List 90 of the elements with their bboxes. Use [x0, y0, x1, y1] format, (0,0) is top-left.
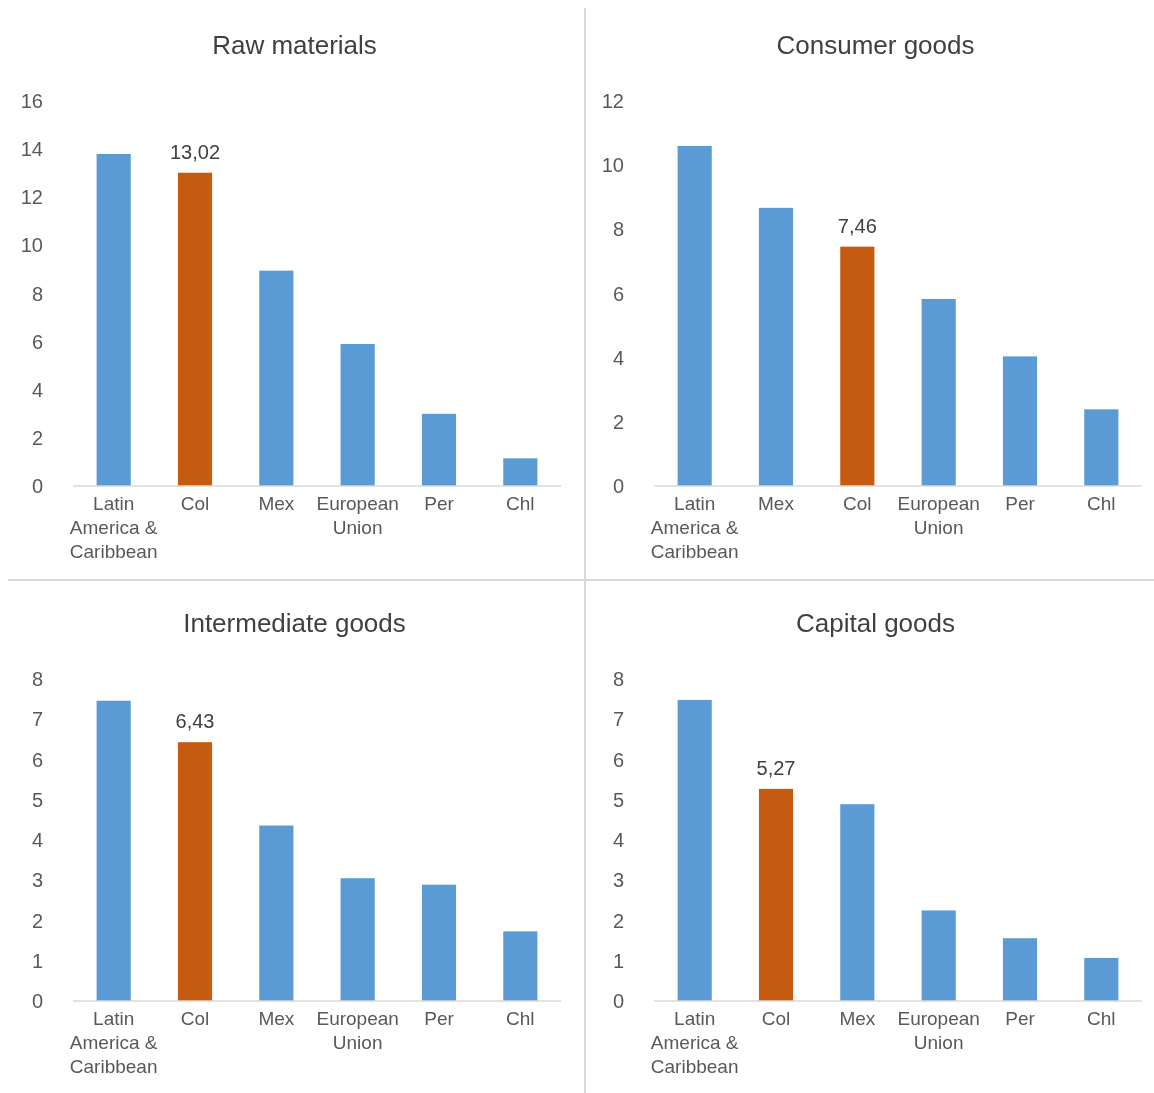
x-tick-label: Chl — [1087, 1008, 1116, 1029]
x-tick-label: Latin America & Caribbean — [69, 493, 158, 562]
x-tick-label: Col — [180, 493, 210, 514]
data-label: 7,46 — [837, 214, 877, 237]
data-label: 6,43 — [175, 710, 215, 733]
x-tick-label: Col — [843, 493, 872, 514]
bar — [1002, 938, 1038, 1001]
x-tick-label: Per — [1005, 493, 1036, 514]
y-tick-label: 8 — [612, 218, 624, 241]
x-tick-label: Latin America & Caribbean — [69, 1008, 158, 1077]
x-tick-label: European Union — [897, 493, 980, 538]
y-tick-label: 6 — [612, 748, 624, 771]
y-tick-label: 10 — [20, 234, 43, 257]
y-tick-label: 2 — [612, 410, 624, 433]
y-tick-label: 1 — [31, 949, 43, 972]
bar — [503, 931, 538, 1001]
x-tick-label: Mex — [758, 493, 795, 514]
y-tick-label: 4 — [612, 829, 624, 851]
x-tick-label: European Union — [316, 493, 399, 538]
chart-title: Intermediate goods — [183, 608, 406, 638]
bar — [1084, 409, 1119, 486]
y-tick-label: 3 — [612, 869, 624, 892]
y-tick-label: 8 — [612, 668, 624, 690]
bar — [1084, 957, 1119, 1001]
y-tick-label: 2 — [31, 426, 43, 449]
bar — [840, 804, 875, 1001]
y-tick-label: 14 — [20, 138, 43, 161]
x-tick-label: Mex — [258, 493, 295, 514]
y-tick-label: 8 — [31, 668, 43, 690]
x-tick-label: Mex — [839, 1008, 876, 1029]
y-tick-label: 5 — [31, 788, 43, 811]
bar — [677, 699, 712, 1001]
bar — [259, 270, 294, 486]
y-tick-label: 0 — [31, 475, 43, 497]
y-tick-label: 4 — [31, 829, 43, 851]
y-tick-label: 0 — [612, 990, 624, 1012]
x-tick-label: Col — [761, 1008, 791, 1029]
bar — [921, 910, 956, 1001]
y-tick-label: 8 — [31, 282, 43, 305]
y-tick-label: 5 — [612, 788, 624, 811]
bar — [503, 458, 538, 486]
bar — [340, 878, 375, 1001]
bar — [758, 788, 794, 1001]
bar — [921, 298, 956, 486]
y-tick-label: 10 — [601, 154, 624, 177]
x-tick-label: Per — [424, 1008, 455, 1029]
chart-title: Capital goods — [796, 608, 955, 638]
x-tick-label: European Union — [897, 1008, 980, 1053]
bar — [758, 207, 794, 486]
y-tick-label: 6 — [612, 282, 624, 305]
x-tick-label: Chl — [506, 493, 535, 514]
x-tick-label: Chl — [1087, 493, 1116, 514]
x-tick-label: Mex — [258, 1008, 295, 1029]
x-tick-label: Per — [1005, 1008, 1036, 1029]
bar — [421, 413, 457, 486]
chart-title: Raw materials — [212, 30, 377, 60]
bar — [96, 153, 131, 486]
y-tick-label: 12 — [601, 90, 624, 112]
y-tick-label: 0 — [31, 990, 43, 1012]
y-tick-label: 7 — [612, 708, 624, 731]
bar — [421, 884, 457, 1001]
y-tick-label: 6 — [31, 748, 43, 771]
bar — [677, 145, 712, 486]
data-label: 5,27 — [756, 756, 796, 779]
data-label: 13,02 — [169, 140, 221, 163]
y-tick-label: 12 — [20, 186, 43, 209]
y-tick-label: 3 — [31, 869, 43, 892]
y-tick-label: 1 — [612, 949, 624, 972]
x-tick-label: European Union — [316, 1008, 399, 1053]
y-tick-label: 4 — [31, 378, 43, 401]
y-tick-label: 2 — [612, 909, 624, 932]
x-tick-label: Latin America & Caribbean — [650, 1008, 739, 1077]
y-tick-label: 7 — [31, 708, 43, 731]
x-tick-label: Col — [180, 1008, 210, 1029]
y-tick-label: 0 — [612, 475, 624, 497]
bar — [1002, 356, 1038, 486]
bar — [96, 700, 131, 1001]
y-tick-label: 4 — [612, 346, 624, 369]
x-tick-label: Latin America & Caribbean — [650, 493, 739, 562]
x-tick-label: Per — [424, 493, 455, 514]
y-tick-label: 16 — [20, 90, 43, 112]
y-tick-label: 6 — [31, 330, 43, 353]
bar — [840, 246, 875, 486]
bar — [259, 825, 294, 1001]
y-tick-label: 2 — [31, 909, 43, 932]
bar — [177, 742, 213, 1001]
bar — [177, 172, 213, 486]
x-tick-label: Chl — [506, 1008, 535, 1029]
chart-title: Consumer goods — [776, 30, 975, 60]
bar — [340, 344, 375, 486]
